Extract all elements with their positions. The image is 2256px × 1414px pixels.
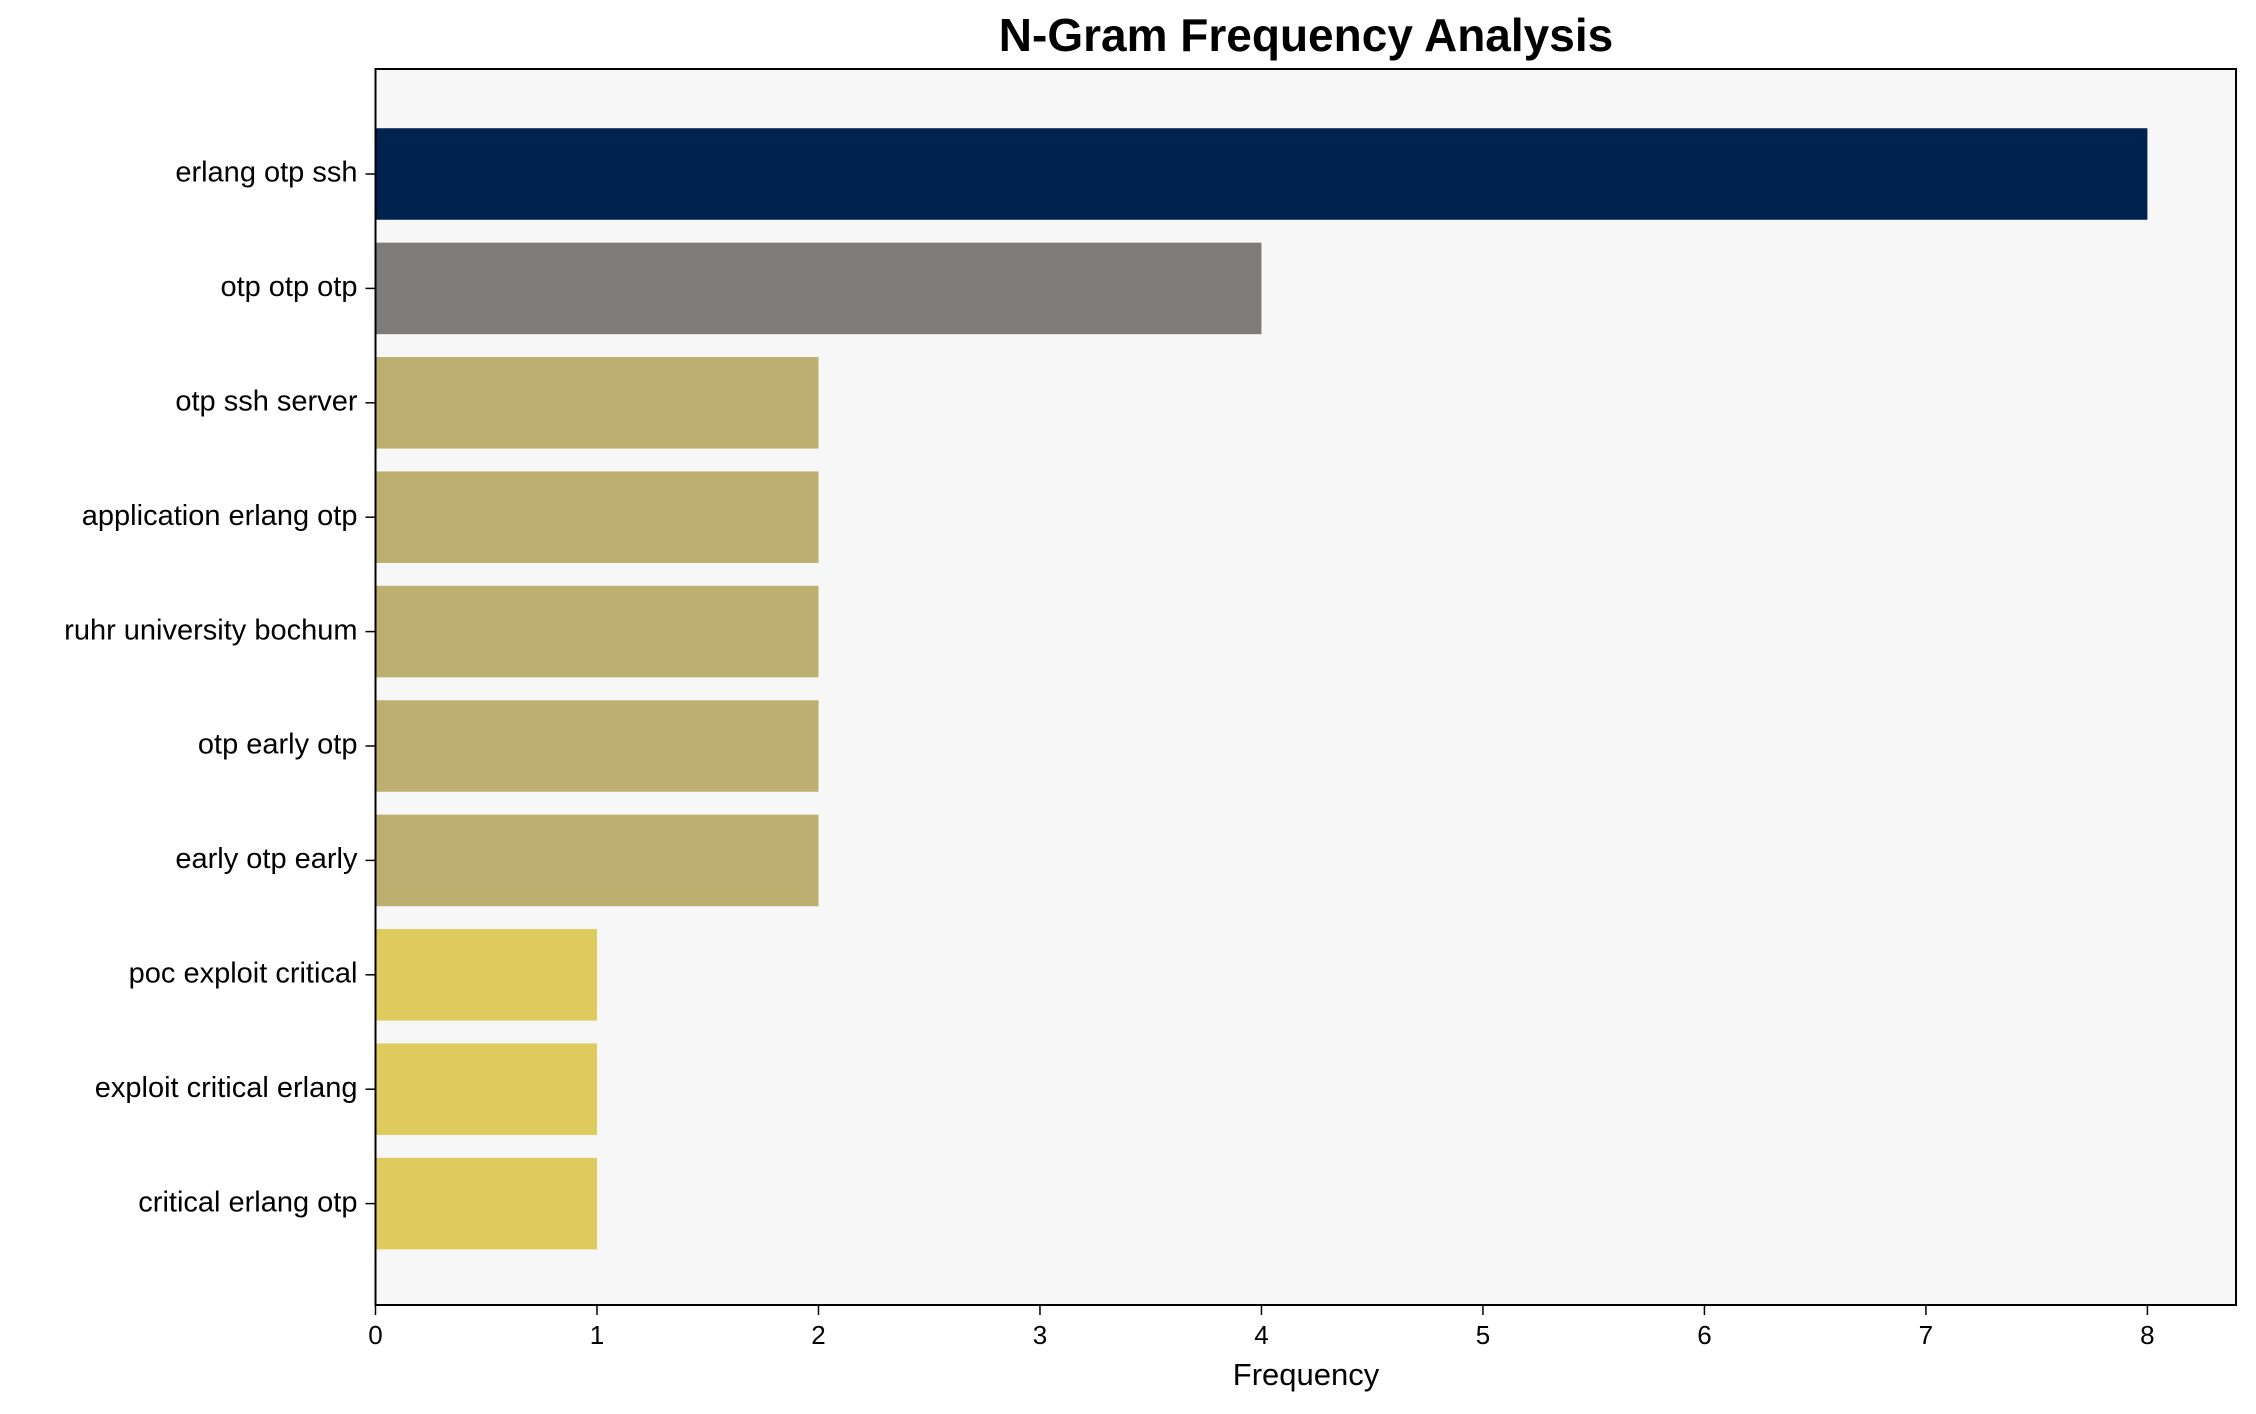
y-tick-label: otp otp otp <box>220 271 357 303</box>
bar <box>375 585 819 678</box>
x-tick-label: 8 <box>2140 1320 2154 1350</box>
y-tick-label: exploit critical erlang <box>95 1072 358 1104</box>
bar <box>375 1157 597 1250</box>
x-tick-label: 7 <box>1919 1320 1933 1350</box>
x-tick-label: 5 <box>1476 1320 1490 1350</box>
y-tick-label: poc exploit critical <box>129 957 358 989</box>
bar <box>375 814 819 907</box>
plot-frame <box>374 68 2237 1306</box>
x-axis-label: Frequency <box>1233 1357 1380 1392</box>
y-tick-label: ruhr university bochum <box>64 614 357 646</box>
bar <box>375 1043 597 1135</box>
y-tick-label: critical erlang otp <box>138 1186 357 1218</box>
x-tick-label: 2 <box>811 1320 825 1350</box>
y-tick-label: application erlang otp <box>82 500 358 532</box>
bar <box>375 357 819 449</box>
y-tick-label: erlang otp ssh <box>175 157 357 189</box>
bar <box>375 700 819 792</box>
x-tick-label: 0 <box>368 1320 382 1350</box>
y-tick-label: otp ssh server <box>175 385 357 417</box>
y-tick-label: early otp early <box>175 843 358 875</box>
bar <box>375 471 819 563</box>
bar <box>375 128 2148 220</box>
chart-title: N-Gram Frequency Analysis <box>999 9 1613 61</box>
x-tick-label: 4 <box>1254 1320 1268 1350</box>
x-tick-label: 3 <box>1033 1320 1047 1350</box>
y-tick-label: otp early otp <box>198 729 358 761</box>
x-tick-label: 6 <box>1697 1320 1711 1350</box>
bar <box>375 929 597 1021</box>
x-tick-label: 1 <box>590 1320 604 1350</box>
bar <box>375 242 1262 335</box>
